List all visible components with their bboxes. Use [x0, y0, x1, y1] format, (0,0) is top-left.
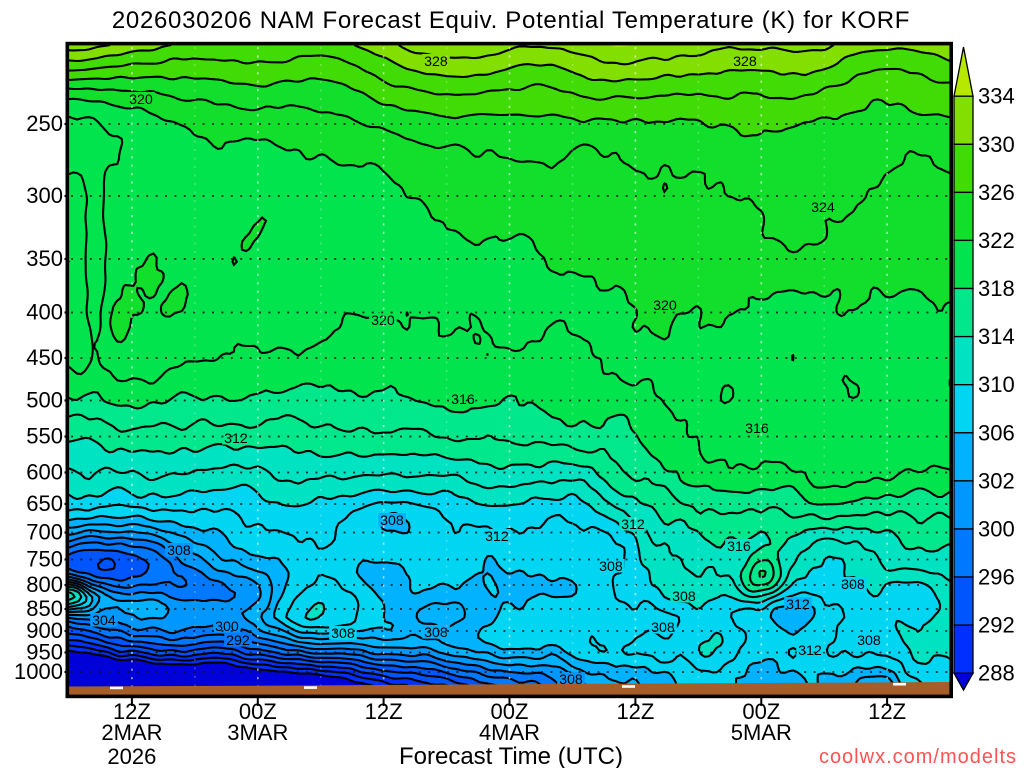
svg-text:296: 296	[978, 565, 1015, 590]
svg-text:320: 320	[129, 92, 153, 108]
svg-text:308: 308	[599, 559, 623, 575]
svg-text:316: 316	[451, 392, 475, 408]
svg-text:328: 328	[424, 54, 448, 70]
svg-text:308: 308	[651, 620, 675, 636]
svg-text:310: 310	[978, 372, 1015, 397]
svg-text:330: 330	[978, 132, 1015, 157]
svg-text:500: 500	[26, 388, 63, 413]
svg-text:308: 308	[380, 513, 404, 529]
svg-text:350: 350	[26, 246, 63, 271]
svg-text:550: 550	[26, 424, 63, 449]
svg-text:800: 800	[26, 572, 63, 597]
svg-text:400: 400	[26, 300, 63, 325]
svg-text:304: 304	[92, 613, 116, 629]
svg-text:312: 312	[485, 529, 509, 545]
svg-text:Forecast Time (UTC): Forecast Time (UTC)	[399, 743, 623, 768]
svg-text:2026030206 NAM Forecast Equiv.: 2026030206 NAM Forecast Equiv. Potential…	[112, 7, 910, 34]
svg-text:320: 320	[371, 313, 395, 329]
svg-text:300: 300	[26, 183, 63, 208]
svg-text:292: 292	[978, 613, 1015, 638]
svg-text:2MAR: 2MAR	[101, 720, 162, 745]
svg-text:316: 316	[727, 539, 751, 555]
svg-text:334: 334	[978, 84, 1015, 109]
svg-text:312: 312	[786, 597, 810, 613]
svg-text:250: 250	[26, 111, 63, 136]
svg-text:3MAR: 3MAR	[227, 720, 288, 745]
svg-text:312: 312	[621, 517, 645, 533]
svg-text:314: 314	[978, 324, 1015, 349]
svg-text:650: 650	[26, 491, 63, 516]
svg-text:322: 322	[978, 228, 1015, 253]
svg-text:coolwx.com/modelts: coolwx.com/modelts	[819, 746, 1017, 768]
svg-text:288: 288	[978, 661, 1015, 686]
svg-text:450: 450	[26, 345, 63, 370]
svg-text:324: 324	[811, 200, 835, 216]
svg-text:316: 316	[745, 421, 769, 437]
svg-text:308: 308	[424, 625, 448, 641]
svg-text:700: 700	[26, 520, 63, 545]
svg-text:292: 292	[226, 633, 250, 649]
svg-text:850: 850	[26, 596, 63, 621]
svg-text:950: 950	[26, 640, 63, 665]
svg-text:312: 312	[224, 431, 248, 447]
svg-text:308: 308	[857, 633, 881, 649]
svg-text:750: 750	[26, 547, 63, 572]
svg-text:318: 318	[978, 276, 1015, 301]
svg-text:2026: 2026	[107, 744, 156, 768]
svg-text:4MAR: 4MAR	[479, 720, 540, 745]
svg-text:302: 302	[978, 468, 1015, 493]
svg-text:300: 300	[978, 517, 1015, 542]
svg-text:306: 306	[978, 420, 1015, 445]
svg-text:600: 600	[26, 460, 63, 485]
svg-text:308: 308	[672, 589, 696, 605]
svg-text:320: 320	[653, 298, 677, 314]
svg-text:900: 900	[26, 618, 63, 643]
svg-text:328: 328	[733, 54, 757, 70]
svg-text:300: 300	[215, 619, 239, 635]
svg-text:326: 326	[978, 180, 1015, 205]
svg-text:308: 308	[331, 626, 355, 642]
svg-text:308: 308	[167, 543, 191, 559]
svg-text:312: 312	[798, 643, 822, 659]
svg-text:5MAR: 5MAR	[731, 720, 792, 745]
svg-text:1000: 1000	[14, 659, 63, 684]
